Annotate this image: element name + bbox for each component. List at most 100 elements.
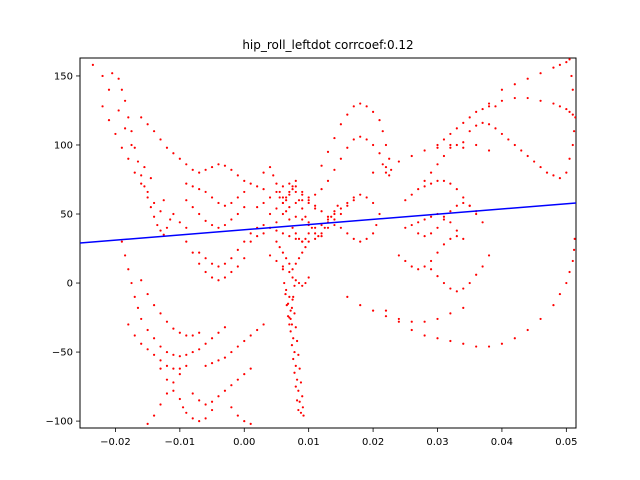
scatter-point xyxy=(568,58,571,61)
scatter-point xyxy=(165,350,169,354)
scatter-point xyxy=(185,199,188,202)
scatter-point xyxy=(371,143,375,147)
scatter-point xyxy=(243,373,246,376)
scatter-point xyxy=(284,292,287,296)
scatter-point xyxy=(143,165,146,169)
x-tick-label: 0.02 xyxy=(362,437,384,448)
scatter-point xyxy=(500,88,504,91)
scatter-point xyxy=(198,331,201,334)
scatter-point xyxy=(346,201,349,205)
scatter-point xyxy=(210,165,214,169)
scatter-point xyxy=(346,146,349,149)
scatter-point xyxy=(558,292,562,296)
scatter-point xyxy=(165,320,169,323)
scatter-point xyxy=(123,254,127,257)
scatter-point xyxy=(283,281,286,285)
scatter-point xyxy=(281,212,285,216)
x-tick-label: 0.04 xyxy=(491,437,513,448)
scatter-point xyxy=(513,96,516,100)
scatter-point xyxy=(294,190,297,194)
scatter-point xyxy=(149,206,152,209)
scatter-point xyxy=(307,240,310,243)
scatter-point xyxy=(301,240,304,243)
scatter-point xyxy=(217,331,220,334)
scatter-point xyxy=(275,229,278,232)
scatter-point xyxy=(487,123,491,126)
scatter-point xyxy=(236,265,239,268)
scatter-point xyxy=(278,246,281,249)
scatter-point xyxy=(429,171,433,174)
scatter-point xyxy=(449,221,452,224)
scatter-point xyxy=(230,270,233,274)
scatter-point xyxy=(500,99,504,102)
scatter-point xyxy=(298,400,301,403)
scatter-point xyxy=(326,179,330,182)
scatter-point xyxy=(146,123,149,126)
scatter-point xyxy=(384,143,388,147)
scatter-point xyxy=(371,309,375,312)
scatter-point xyxy=(278,196,281,199)
scatter-point xyxy=(552,174,555,177)
scatter-point xyxy=(236,196,239,199)
scatter-point xyxy=(462,306,465,309)
scatter-point xyxy=(545,171,549,174)
scatter-point xyxy=(130,281,133,285)
scatter-point xyxy=(291,226,294,229)
scatter-point xyxy=(294,232,297,235)
scatter-point xyxy=(159,312,162,315)
scatter-point xyxy=(330,215,333,218)
scatter-point xyxy=(359,304,362,307)
scatter-point xyxy=(107,119,111,122)
scatter-point xyxy=(210,196,214,199)
scatter-point xyxy=(423,334,426,337)
scatter-point xyxy=(136,160,140,163)
scatter-point xyxy=(314,226,317,229)
scatter-point xyxy=(539,165,542,169)
scatter-point xyxy=(185,353,188,356)
scatter-point xyxy=(210,223,214,227)
scatter-point xyxy=(410,223,413,227)
scatter-point xyxy=(291,188,294,191)
scatter-point xyxy=(198,212,201,216)
scatter-point xyxy=(191,417,194,420)
scatter-point xyxy=(117,77,120,80)
scatter-point xyxy=(462,121,465,124)
scatter-point xyxy=(243,240,246,243)
scatter-point xyxy=(297,281,301,285)
scatter-point xyxy=(297,257,301,260)
scatter-point xyxy=(217,163,220,166)
scatter-point xyxy=(539,99,542,102)
scatter-point xyxy=(299,411,303,414)
scatter-point xyxy=(442,138,446,141)
scatter-point xyxy=(185,240,188,243)
scatter-point xyxy=(289,330,292,333)
scatter-point xyxy=(297,408,300,412)
scatter-point xyxy=(159,229,162,232)
scatter-point xyxy=(236,174,239,177)
scatter-point xyxy=(552,304,555,307)
scatter-point xyxy=(301,199,304,202)
scatter-point xyxy=(111,72,114,75)
scatter-point xyxy=(307,196,310,199)
scatter-point xyxy=(526,96,529,100)
scatter-point xyxy=(314,237,317,240)
scatter-point xyxy=(249,334,252,337)
scatter-point xyxy=(243,190,246,194)
scatter-point xyxy=(423,149,426,152)
scatter-point xyxy=(293,350,296,354)
scatter-point xyxy=(487,102,491,105)
scatter-point xyxy=(371,232,375,235)
scatter-point xyxy=(404,199,407,202)
fit-line xyxy=(80,202,576,244)
scatter-point xyxy=(204,342,207,345)
scatter-point xyxy=(293,312,296,315)
scatter-point xyxy=(268,212,272,216)
scatter-point xyxy=(552,102,555,105)
scatter-point xyxy=(449,182,452,185)
scatter-point xyxy=(191,350,194,354)
scatter-point xyxy=(352,199,355,202)
scatter-point xyxy=(275,221,278,224)
scatter-point xyxy=(384,315,388,318)
scatter-point xyxy=(301,193,304,196)
